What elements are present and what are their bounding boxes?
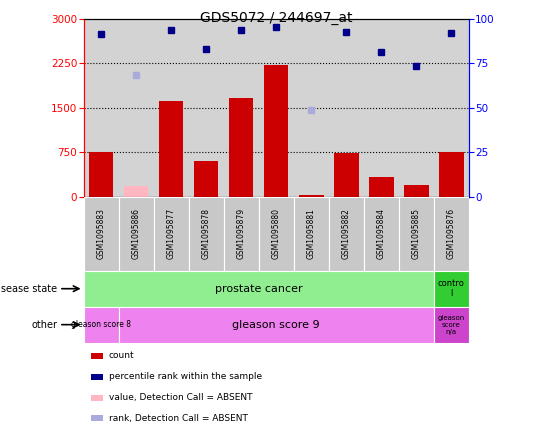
Bar	[119, 307, 434, 343]
Bar	[404, 185, 429, 197]
Bar	[439, 152, 464, 197]
Text: GDS5072 / 244697_at: GDS5072 / 244697_at	[200, 11, 353, 25]
Text: GSM1095879: GSM1095879	[237, 208, 246, 259]
Bar	[189, 197, 224, 271]
Bar	[91, 395, 103, 401]
Bar	[224, 197, 259, 271]
Bar	[159, 101, 183, 197]
Text: GSM1095878: GSM1095878	[202, 208, 211, 259]
Bar	[434, 307, 469, 343]
Bar	[91, 415, 103, 421]
Bar	[91, 354, 95, 358]
Bar	[264, 65, 288, 197]
Text: gleason
score
n/a: gleason score n/a	[438, 315, 465, 335]
Bar	[364, 197, 399, 271]
Text: GSM1095885: GSM1095885	[412, 208, 421, 259]
Bar	[154, 197, 189, 271]
Bar	[229, 99, 253, 197]
Text: GSM1095883: GSM1095883	[96, 208, 106, 259]
Bar	[84, 307, 119, 343]
Text: percentile rank within the sample: percentile rank within the sample	[108, 372, 262, 381]
Bar	[194, 161, 218, 197]
Text: disease state: disease state	[0, 284, 57, 294]
Bar	[119, 197, 154, 271]
Bar	[294, 197, 329, 271]
Bar	[91, 374, 103, 380]
Text: GSM1095886: GSM1095886	[132, 208, 141, 259]
Bar	[329, 197, 364, 271]
Bar	[299, 195, 323, 197]
Bar	[124, 186, 148, 197]
Text: other: other	[31, 320, 57, 330]
Text: GSM1095881: GSM1095881	[307, 208, 316, 259]
Bar	[91, 416, 95, 420]
Bar	[84, 197, 119, 271]
Bar	[369, 177, 393, 197]
Text: contro
l: contro l	[438, 279, 465, 298]
Text: GSM1095877: GSM1095877	[167, 208, 176, 259]
Text: value, Detection Call = ABSENT: value, Detection Call = ABSENT	[108, 393, 252, 402]
Text: prostate cancer: prostate cancer	[215, 284, 302, 294]
Bar	[334, 153, 358, 197]
Text: gleason score 8: gleason score 8	[71, 320, 131, 329]
Text: GSM1095876: GSM1095876	[447, 208, 456, 259]
Text: count: count	[108, 352, 134, 360]
Text: gleason score 9: gleason score 9	[232, 320, 320, 330]
Bar	[89, 152, 113, 197]
Text: rank, Detection Call = ABSENT: rank, Detection Call = ABSENT	[108, 414, 247, 423]
Bar	[399, 197, 434, 271]
Text: GSM1095880: GSM1095880	[272, 208, 281, 259]
Bar	[434, 271, 469, 307]
Bar	[91, 396, 95, 400]
Text: GSM1095882: GSM1095882	[342, 208, 351, 259]
Bar	[91, 375, 95, 379]
Text: GSM1095884: GSM1095884	[377, 208, 386, 259]
Bar	[91, 353, 103, 359]
Bar	[434, 197, 469, 271]
Bar	[259, 197, 294, 271]
